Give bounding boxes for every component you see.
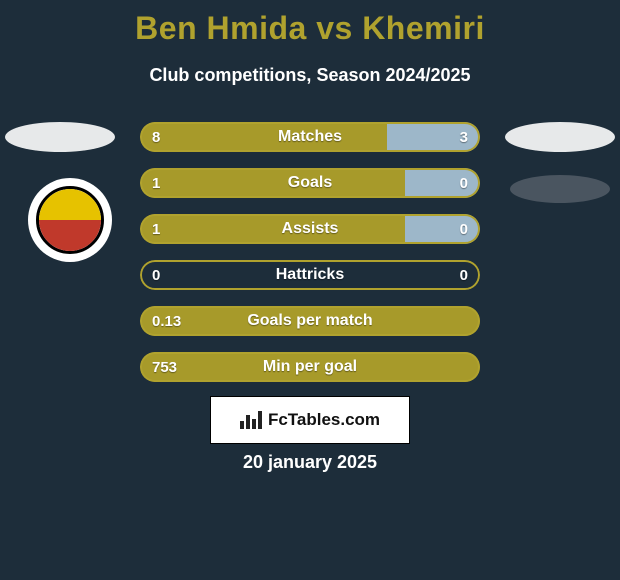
- badge-placeholder-right: [505, 122, 615, 152]
- chart-icon: [240, 411, 262, 429]
- stat-value-left: 0.13: [152, 306, 181, 336]
- stat-value-left: 1: [152, 214, 160, 244]
- stat-row: Hattricks0 0: [140, 260, 480, 290]
- club-logo-inner: [36, 186, 104, 254]
- subtitle: Club competitions, Season 2024/2025: [0, 65, 620, 86]
- title-vs: vs: [307, 10, 362, 46]
- comparison-card: Ben Hmida vs Khemiri Club competitions, …: [0, 0, 620, 580]
- stat-value-right: 0: [460, 214, 468, 244]
- stat-label: Goals: [140, 168, 480, 198]
- stat-value-left: 0: [152, 260, 160, 290]
- stat-value-left: 8: [152, 122, 160, 152]
- stat-label: Assists: [140, 214, 480, 244]
- date-text: 20 january 2025: [0, 452, 620, 473]
- stat-row: Assists1 0: [140, 214, 480, 244]
- fctables-text: FcTables.com: [268, 410, 380, 430]
- stat-label: Goals per match: [140, 306, 480, 336]
- player-right-name: Khemiri: [362, 10, 485, 46]
- club-logo: [28, 178, 112, 262]
- stat-value-left: 753: [152, 352, 177, 382]
- stat-label: Hattricks: [140, 260, 480, 290]
- player-left-name: Ben Hmida: [135, 10, 307, 46]
- stat-row: Goals per match0.13: [140, 306, 480, 336]
- stat-value-left: 1: [152, 168, 160, 198]
- club-logo-bottom: [39, 220, 101, 251]
- stat-bars: Matches83Goals10Assists10Hattricks00Goal…: [140, 122, 480, 398]
- badge-placeholder-left: [5, 122, 115, 152]
- stat-value-right: 0: [460, 168, 468, 198]
- stat-row: Min per goal753: [140, 352, 480, 382]
- stat-row: Matches8 3: [140, 122, 480, 152]
- badge-placeholder-right-2: [510, 175, 610, 203]
- stat-label: Min per goal: [140, 352, 480, 382]
- stat-value-right: 0: [460, 260, 468, 290]
- page-title: Ben Hmida vs Khemiri: [0, 0, 620, 47]
- fctables-badge: FcTables.com: [210, 396, 410, 444]
- stat-value-right: 3: [460, 122, 468, 152]
- club-logo-top: [39, 189, 101, 220]
- stat-label: Matches: [140, 122, 480, 152]
- stat-row: Goals1 0: [140, 168, 480, 198]
